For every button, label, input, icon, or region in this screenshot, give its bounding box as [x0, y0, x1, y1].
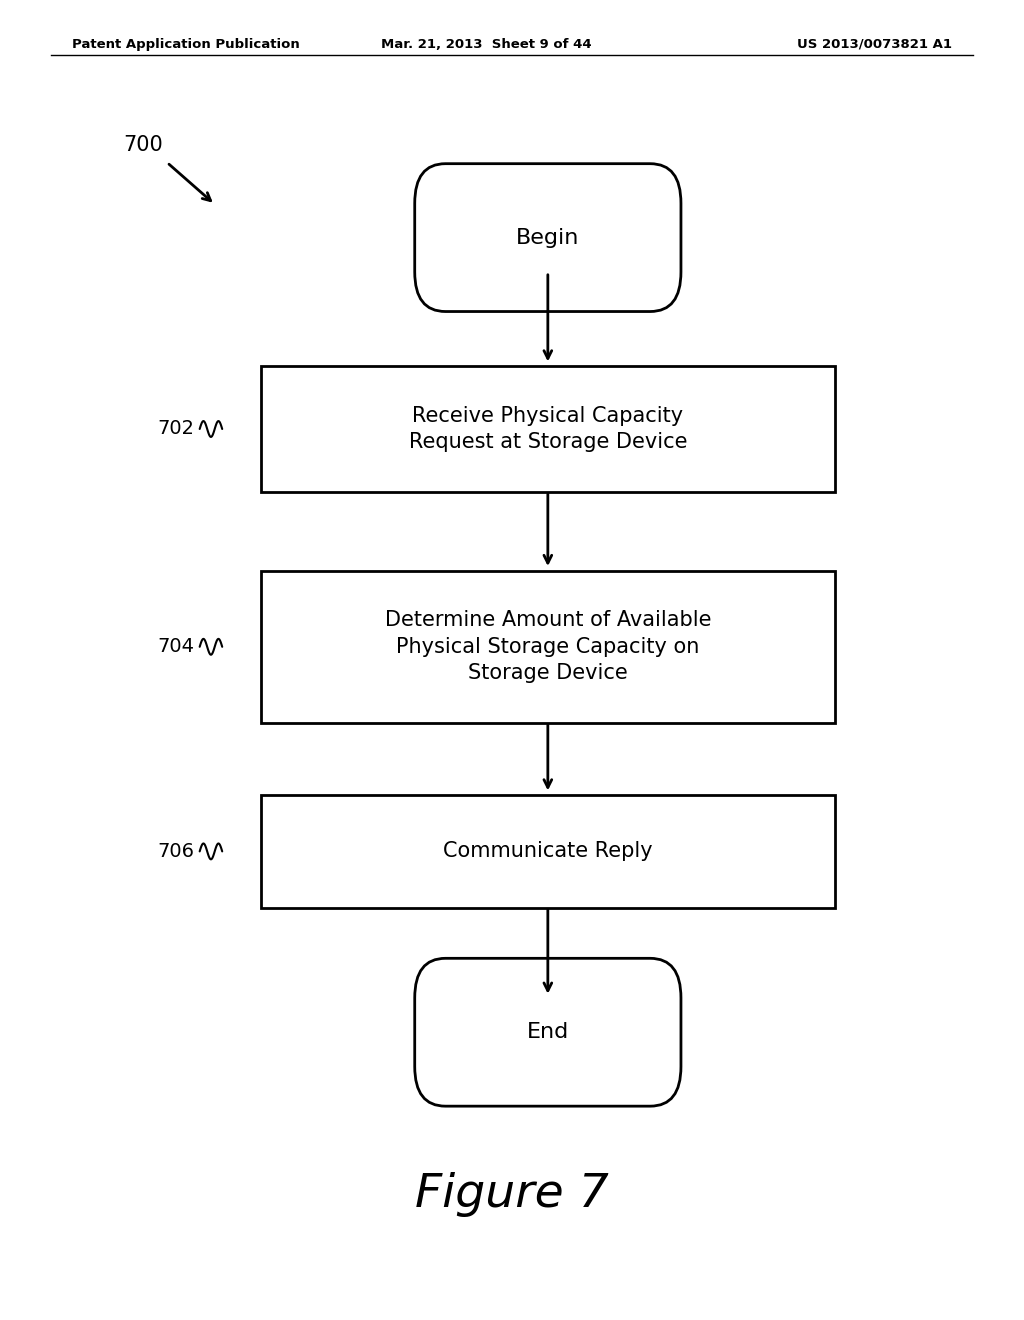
FancyBboxPatch shape: [261, 366, 835, 491]
Text: Communicate Reply: Communicate Reply: [443, 841, 652, 862]
Text: 700: 700: [123, 135, 163, 156]
Text: 704: 704: [158, 638, 195, 656]
Text: Figure 7: Figure 7: [415, 1172, 609, 1217]
Text: Receive Physical Capacity
Request at Storage Device: Receive Physical Capacity Request at Sto…: [409, 405, 687, 453]
Text: 706: 706: [158, 842, 195, 861]
Text: End: End: [526, 1022, 569, 1043]
Text: Begin: Begin: [516, 227, 580, 248]
Text: 702: 702: [158, 420, 195, 438]
FancyBboxPatch shape: [415, 958, 681, 1106]
FancyBboxPatch shape: [415, 164, 681, 312]
FancyBboxPatch shape: [261, 570, 835, 722]
Text: Determine Amount of Available
Physical Storage Capacity on
Storage Device: Determine Amount of Available Physical S…: [385, 610, 711, 684]
Text: Patent Application Publication: Patent Application Publication: [72, 38, 299, 50]
Text: US 2013/0073821 A1: US 2013/0073821 A1: [798, 38, 952, 50]
Text: Mar. 21, 2013  Sheet 9 of 44: Mar. 21, 2013 Sheet 9 of 44: [381, 38, 592, 50]
FancyBboxPatch shape: [261, 795, 835, 908]
